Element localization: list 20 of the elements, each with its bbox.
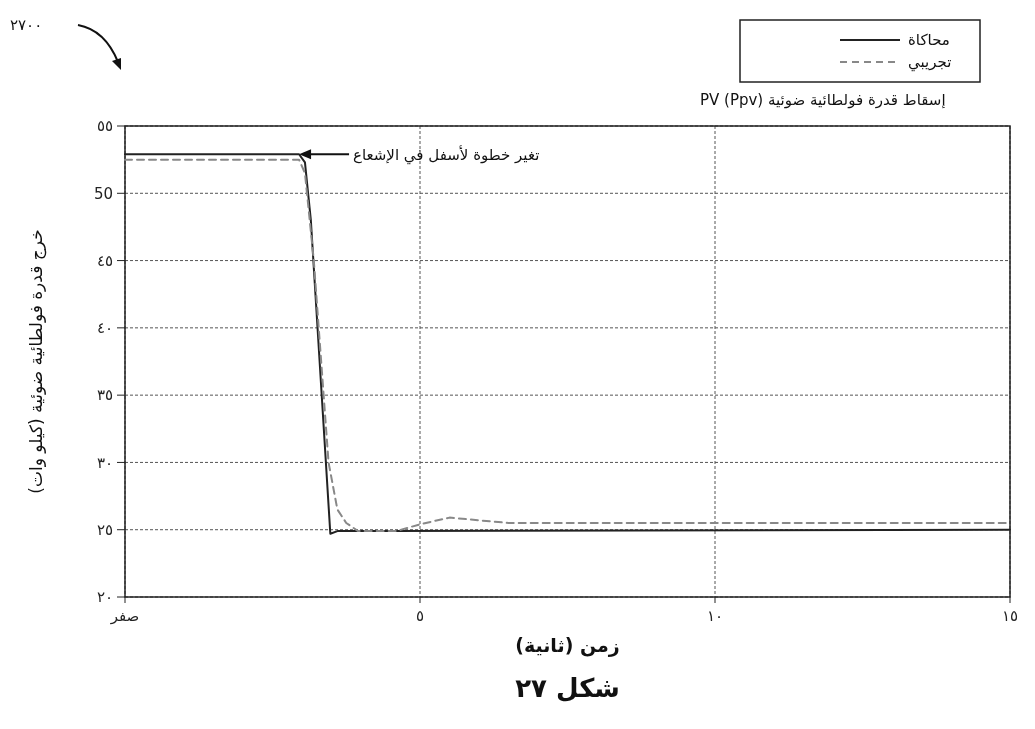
x-tick-label: ١٠ — [706, 607, 724, 625]
y-tick-label: ٢٥ — [96, 520, 113, 539]
text: شكل ٢٧ — [515, 673, 620, 703]
chart-title: إسقاط قدرة فولطائية ضوئية PV (Ppv) — [700, 91, 946, 109]
y-tick-label: 50 — [93, 184, 113, 203]
y-tick-label: ٣٠ — [96, 453, 113, 472]
y-tick-label: ٤٠ — [96, 319, 113, 338]
x-tick-label: ١٥ — [1001, 607, 1019, 625]
x-tick-label: ٥ — [415, 607, 425, 625]
text: ٢٧٠٠ — [10, 16, 43, 34]
y-tick-label: ٢٠ — [96, 588, 113, 607]
y-tick-label: ٥٥ — [96, 117, 113, 136]
x-tick-label: صفر — [109, 607, 140, 625]
y-tick-label: ٣٥ — [96, 386, 113, 405]
y-axis-title: خرج قدرة فولطائية ضوئية (كيلو وات) — [26, 229, 47, 494]
y-tick-label: ٤٥ — [96, 251, 113, 270]
x-axis-title: زمن (ثانية) — [515, 634, 620, 657]
legend-label: محاكاة — [908, 31, 950, 50]
legend-label: تجريبي — [908, 53, 952, 73]
annotation: تغير خطوة لأسفل في الإشعاع — [353, 144, 540, 165]
